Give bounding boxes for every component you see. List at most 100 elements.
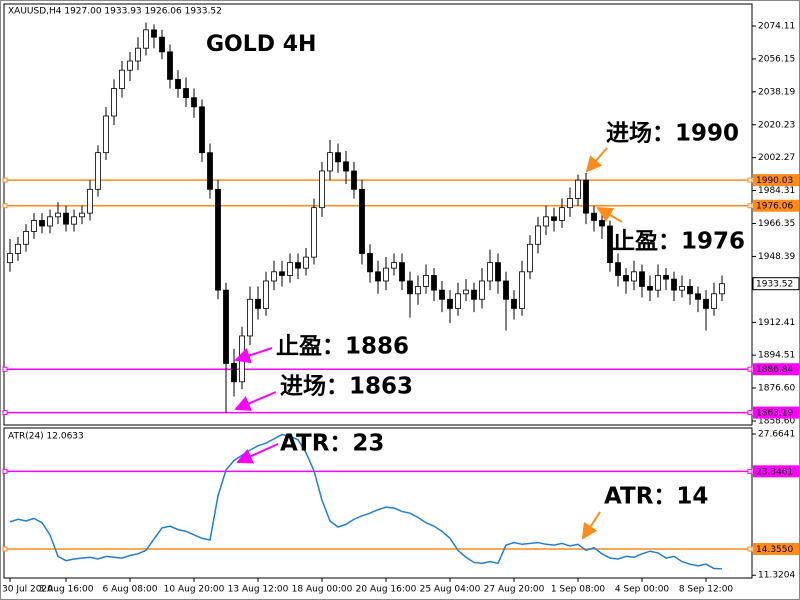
y-tick-label: 2002.27 (758, 153, 795, 163)
y-tick-label: 1948.39 (758, 252, 795, 262)
y-tick-label: 11.3204 (758, 571, 795, 581)
candle-body (111, 88, 117, 117)
candle-body (623, 275, 629, 282)
level-marker (747, 468, 753, 474)
candle-body (503, 280, 509, 300)
candle-body (351, 170, 357, 190)
x-tick-label: 4 Sep 00:00 (615, 585, 670, 595)
level-label: 14.3550 (756, 545, 793, 555)
candle-body (631, 271, 637, 282)
annotations: 进场：1990 止盈：1976 止盈：1886 进场：1863 ATR：23 A… (276, 121, 745, 510)
y-tick-label: 1876.60 (758, 384, 795, 394)
candle-body (415, 286, 421, 295)
candle-body (223, 289, 229, 364)
candle-body (543, 216, 549, 227)
header: XAUUSD,H4 1927.00 1933.93 1926.06 1933.5… (8, 7, 222, 17)
candle-body (679, 286, 685, 291)
level-label: 1886.84 (756, 365, 793, 375)
candle-body (15, 243, 21, 254)
x-tick-label: 13 Aug 12:00 (228, 585, 289, 595)
candle-body (663, 275, 669, 280)
level-label: 23.3461 (756, 467, 793, 477)
x-tick-label: 27 Aug 20:00 (484, 585, 545, 595)
indicator-title: ATR(24) 12.0633 (8, 432, 84, 442)
candle-body (391, 262, 397, 269)
candle-body (247, 298, 253, 337)
level-label: 1990.03 (756, 176, 793, 186)
candle-body (79, 212, 85, 218)
candle-body (367, 253, 373, 273)
candle-body (7, 253, 13, 264)
level-marker (2, 468, 8, 474)
level-marker (2, 366, 8, 372)
annotation: 止盈：1886 (276, 334, 409, 360)
y-tick-label: 1894.51 (758, 351, 795, 361)
candle-body (167, 51, 173, 80)
candle-body (607, 225, 613, 264)
annotation: ATR：23 (280, 431, 384, 457)
candle-body (287, 262, 293, 276)
candle-body (135, 47, 141, 62)
candle-body (175, 78, 181, 89)
candle-body (695, 293, 701, 300)
candle-body (703, 298, 709, 309)
level-marker (747, 546, 753, 552)
y-tick-label: 1966.35 (758, 219, 795, 229)
level-label-box (753, 174, 799, 187)
y-tick-label: 2020.23 (758, 120, 795, 130)
candle-body (383, 267, 389, 282)
level-label-box (753, 465, 799, 478)
candle-body (63, 212, 69, 225)
candle-body (39, 220, 45, 227)
level-label: 1976.06 (756, 202, 793, 212)
level-marker (2, 203, 8, 209)
chart-title: GOLD 4H (206, 32, 316, 57)
current-price-box (752, 277, 800, 291)
level-label-box (753, 199, 799, 212)
candle-body (263, 280, 269, 309)
arrow (596, 206, 623, 223)
level-marker (747, 177, 753, 183)
level-marker (2, 177, 8, 183)
arrow (236, 443, 279, 464)
candle-body (655, 275, 661, 291)
y-tick-label: 2074.11 (758, 21, 795, 31)
level-marker (2, 546, 8, 552)
candle-body (639, 271, 645, 287)
x-tick-label: 30 Jul 2020 (2, 585, 53, 595)
candle-body (719, 283, 725, 295)
candle-body (551, 216, 557, 221)
candle-body (583, 179, 589, 214)
x-tick-label: 25 Aug 04:00 (420, 585, 481, 595)
candle-body (279, 271, 285, 276)
level-marker (747, 366, 753, 372)
candle-body (511, 298, 517, 309)
candle-body (255, 298, 261, 309)
candle-body (359, 188, 365, 254)
candle-body (495, 262, 501, 282)
y-tick-label: 2056.15 (758, 54, 795, 64)
candle-body (311, 207, 317, 258)
candle-body (375, 271, 381, 282)
candle-body (71, 216, 77, 225)
level-marker (747, 203, 753, 209)
candle-body (471, 289, 477, 300)
candle-body (23, 231, 29, 245)
arrow (234, 391, 277, 411)
candle-body (615, 262, 621, 276)
candle-body (407, 280, 413, 295)
candle-body (335, 152, 341, 163)
candle-body (647, 286, 653, 291)
candle-body (687, 286, 693, 295)
candle-body (199, 106, 205, 154)
candle-body (431, 275, 437, 291)
candle-body (215, 188, 221, 291)
candle-body (295, 262, 301, 269)
candle-body (191, 97, 197, 108)
x-tick-label: 10 Aug 20:00 (164, 585, 225, 595)
annotation: ATR：14 (604, 484, 708, 510)
y-tick-label: 1912.41 (758, 318, 795, 328)
